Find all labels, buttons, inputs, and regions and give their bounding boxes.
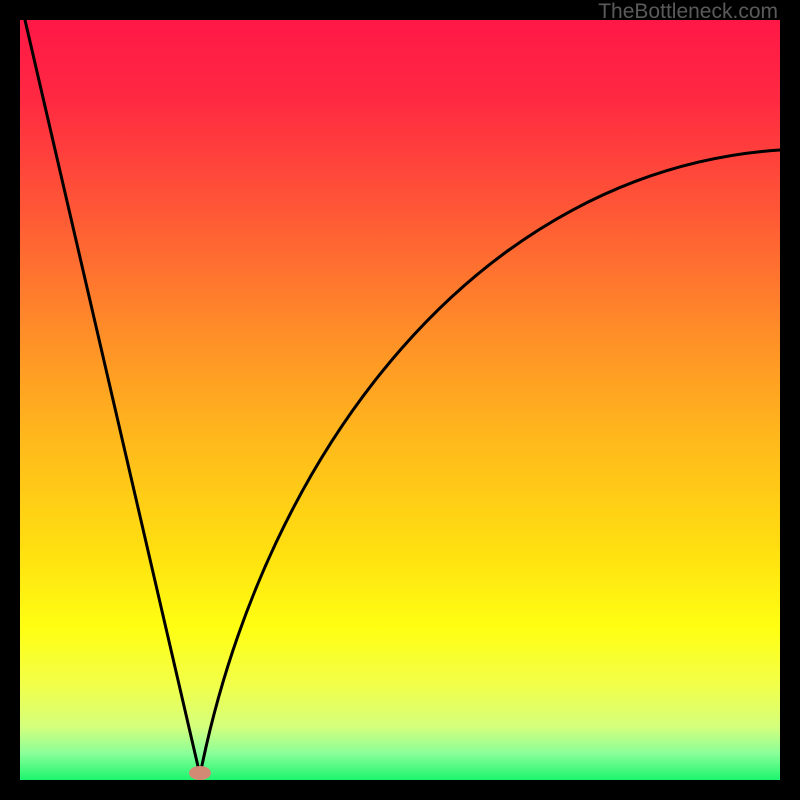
chart-plot-area (20, 20, 780, 780)
attribution-text: TheBottleneck.com (598, 0, 778, 23)
optimal-point-marker (189, 766, 211, 780)
bottleneck-chart: TheBottleneck.com (0, 0, 800, 800)
